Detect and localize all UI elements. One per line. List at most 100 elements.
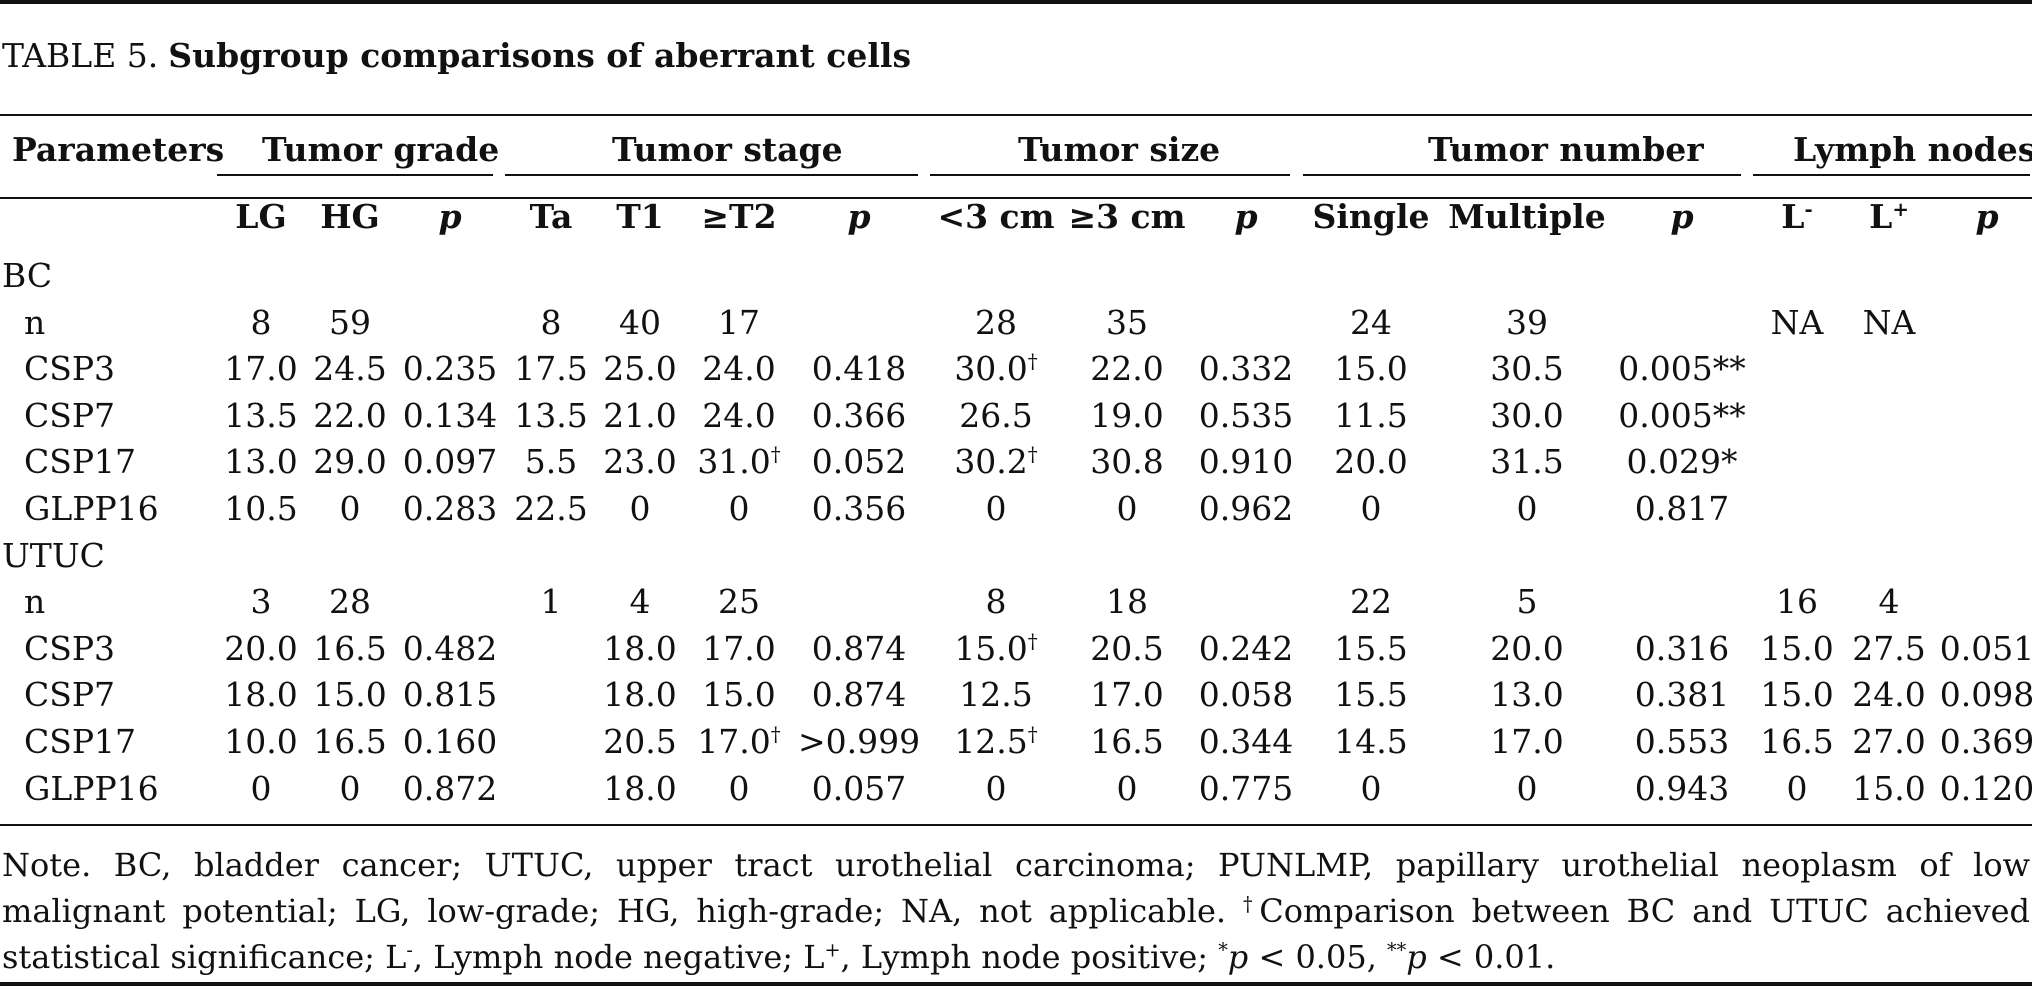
cell-value: 1 bbox=[540, 582, 562, 622]
table-cell: 15.0† bbox=[896, 629, 1096, 669]
table-cell: 0.005** bbox=[1582, 349, 1782, 389]
table-cell: 25.0 bbox=[540, 349, 740, 389]
cell-value: 26.5 bbox=[959, 395, 1033, 435]
column-header-text: LG bbox=[235, 197, 287, 236]
cell-value: 20.5 bbox=[603, 722, 677, 761]
table-cell: 24 bbox=[1271, 303, 1471, 343]
cell-value: 18.0 bbox=[603, 768, 677, 808]
cell-value: 15.0 bbox=[702, 675, 776, 715]
table-cell: 4 bbox=[1789, 582, 1989, 622]
table-cell: 0 bbox=[1427, 769, 1627, 809]
table-cell: 0.098 bbox=[1887, 675, 2032, 715]
table-cell: 39 bbox=[1427, 303, 1627, 343]
table-cell: 0.160 bbox=[350, 722, 550, 762]
cell-value: 16.5 bbox=[1090, 722, 1164, 761]
column-header-text: p bbox=[847, 197, 871, 236]
table-cell: 20.0 bbox=[1427, 629, 1627, 669]
dagger-sup: † bbox=[1027, 443, 1038, 467]
column-header: Multiple bbox=[1427, 197, 1627, 237]
cell-value: 13.5 bbox=[514, 395, 588, 435]
table-cell: 21.0 bbox=[540, 396, 740, 436]
note-text-6: < 0.01. bbox=[1426, 938, 1556, 976]
cell-value: 27.0 bbox=[1852, 722, 1926, 761]
group-header: Tumor number bbox=[1428, 130, 1704, 169]
cell-value: 0.332 bbox=[1198, 349, 1294, 389]
dagger-sup: † bbox=[1027, 723, 1038, 746]
table-cell: 0.366 bbox=[759, 396, 959, 436]
table-cell: 18.0 bbox=[161, 675, 361, 715]
table-cell: 24.0 bbox=[639, 396, 839, 436]
cell-value: 0.235 bbox=[402, 349, 498, 389]
table-cell: 0.120 bbox=[1887, 769, 2032, 809]
cell-value: 22.0 bbox=[1090, 349, 1164, 389]
cell-value: 0.366 bbox=[811, 395, 907, 435]
group-underline bbox=[1753, 174, 2030, 176]
column-header-text: Ta bbox=[529, 197, 573, 236]
cell-value: 0 bbox=[985, 489, 1007, 528]
cell-value: 17.0 bbox=[1490, 722, 1564, 761]
cell-value: 0.005** bbox=[1618, 349, 1746, 389]
cell-value: 0.872 bbox=[402, 768, 498, 808]
table-cell: 17.0 bbox=[639, 629, 839, 669]
column-header-text: L bbox=[1781, 197, 1805, 236]
table-cell: 22.0 bbox=[1027, 349, 1227, 389]
cell-value: 39 bbox=[1506, 302, 1548, 342]
table-cell: 18 bbox=[1027, 582, 1227, 622]
table-cell: 13.5 bbox=[451, 396, 651, 436]
table-cell: 0.242 bbox=[1146, 629, 1346, 669]
cell-value: 0.052 bbox=[811, 442, 907, 482]
cell-value: 15.0 bbox=[313, 675, 387, 715]
parameters-header: Parameters bbox=[12, 130, 225, 169]
cell-value: 0 bbox=[728, 768, 750, 808]
cell-value: 5 bbox=[1516, 582, 1538, 622]
table-cell: 0 bbox=[250, 769, 450, 809]
dagger-sup: † bbox=[1027, 629, 1038, 653]
table-cell: 0.057 bbox=[759, 769, 959, 809]
table-cell: 20.5 bbox=[1027, 629, 1227, 669]
cell-value: 0.369 bbox=[1939, 722, 2032, 761]
table-cell: 0.874 bbox=[759, 675, 959, 715]
note-text-5: < 0.05, bbox=[1248, 938, 1377, 976]
section-label: UTUC bbox=[2, 535, 105, 575]
cell-value: 22 bbox=[1350, 582, 1392, 622]
cell-value: 0.057 bbox=[811, 768, 907, 808]
p-variable-2: p bbox=[1406, 938, 1427, 976]
cell-value: 24.0 bbox=[1852, 675, 1926, 715]
table-cell: 28 bbox=[250, 582, 450, 622]
cell-value: 30.8 bbox=[1090, 442, 1164, 482]
cell-value: 0.874 bbox=[811, 675, 907, 715]
cell-value: 0.910 bbox=[1198, 442, 1294, 482]
table-cell: 0.418 bbox=[759, 349, 959, 389]
cell-value: 0.482 bbox=[402, 628, 498, 668]
table-cell: 0 bbox=[1427, 489, 1627, 529]
table-cell: 17.0 bbox=[161, 349, 361, 389]
table-cell: 0.235 bbox=[350, 349, 550, 389]
table-cell: 8 bbox=[451, 303, 651, 343]
table-cell: 0.872 bbox=[350, 769, 550, 809]
table-cell: 17.0† bbox=[639, 722, 839, 762]
cell-value: 0 bbox=[1516, 489, 1538, 528]
cell-value: 13.5 bbox=[224, 395, 298, 435]
column-header: p bbox=[759, 197, 959, 237]
table-cell: 31.5 bbox=[1427, 442, 1627, 482]
table-cell: 31.0† bbox=[639, 442, 839, 482]
cell-value: 15.5 bbox=[1334, 675, 1408, 715]
table-caption: TABLE 5. Subgroup comparisons of aberrant… bbox=[2, 36, 911, 75]
table-cell: 30.5 bbox=[1427, 349, 1627, 389]
note-text-2: Comparison between BC and UTUC achieved … bbox=[2, 892, 2031, 976]
table-cell: 15.0 bbox=[250, 675, 450, 715]
cell-value: 17 bbox=[718, 302, 760, 342]
cell-value: 11.5 bbox=[1334, 395, 1408, 435]
table-cell: 5.5 bbox=[451, 442, 651, 482]
cell-value: 12.5 bbox=[959, 675, 1033, 715]
caption-rule bbox=[0, 114, 2032, 116]
bottom-rule bbox=[0, 982, 2032, 986]
cell-value: 17.0 bbox=[1090, 675, 1164, 715]
star-sup-2: ** bbox=[1387, 938, 1407, 962]
l-minus-sup: - bbox=[406, 938, 413, 962]
cell-value: 0.005** bbox=[1618, 395, 1746, 435]
column-header: p bbox=[1582, 197, 1782, 237]
table-cell: 0.943 bbox=[1582, 769, 1782, 809]
cell-value: 0.160 bbox=[402, 722, 498, 761]
cell-value: 0.553 bbox=[1634, 722, 1730, 761]
